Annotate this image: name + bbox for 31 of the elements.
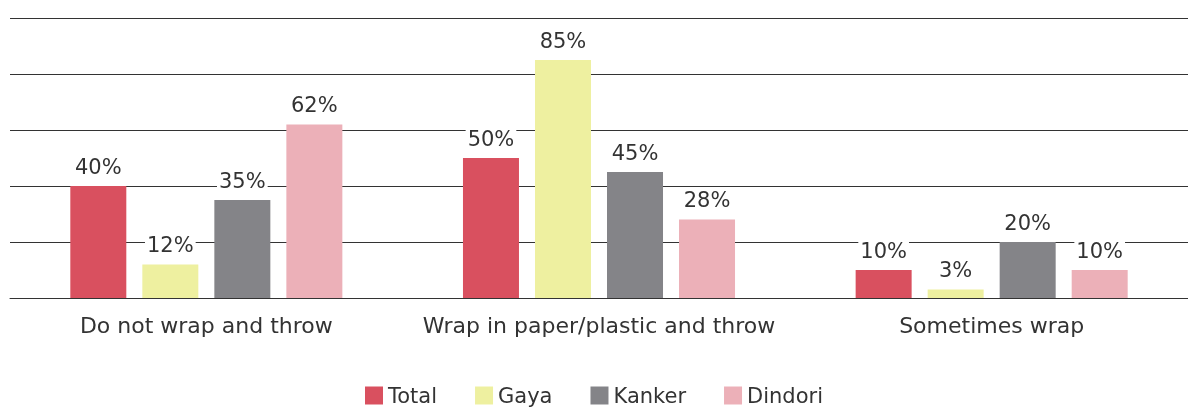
bar	[607, 172, 664, 298]
data-label: 35%	[219, 168, 266, 193]
bar	[462, 158, 519, 298]
data-label: 10%	[1076, 238, 1124, 263]
data-label: 28%	[683, 188, 731, 213]
data-label: 12%	[146, 232, 194, 257]
bar	[679, 219, 736, 298]
bar	[286, 124, 343, 298]
data-label: 50%	[467, 126, 515, 151]
x-tick-label: Do not wrap and throw	[79, 312, 333, 338]
data-label: 85%	[539, 28, 587, 53]
bar	[927, 289, 984, 298]
data-label: 20%	[1004, 210, 1052, 235]
legend-label: Kanker	[613, 383, 687, 408]
bar	[855, 270, 912, 298]
bar	[534, 60, 591, 298]
bar	[999, 242, 1056, 298]
bar	[70, 186, 127, 298]
bar	[1071, 270, 1128, 298]
data-label: 62%	[291, 92, 338, 117]
bar	[142, 264, 199, 298]
data-label: 45%	[611, 140, 659, 165]
x-tick-label: Wrap in paper/plastic and throw	[422, 312, 776, 338]
data-label: 40%	[74, 154, 122, 179]
data-label: 10%	[860, 238, 907, 263]
legend-label: Gaya	[498, 383, 553, 408]
x-tick-label: Sometimes wrap	[899, 312, 1085, 338]
data-label: 3%	[938, 258, 973, 283]
legend-label: Dindori	[747, 383, 823, 408]
bar	[214, 200, 271, 298]
legend-label: Total	[387, 383, 438, 408]
